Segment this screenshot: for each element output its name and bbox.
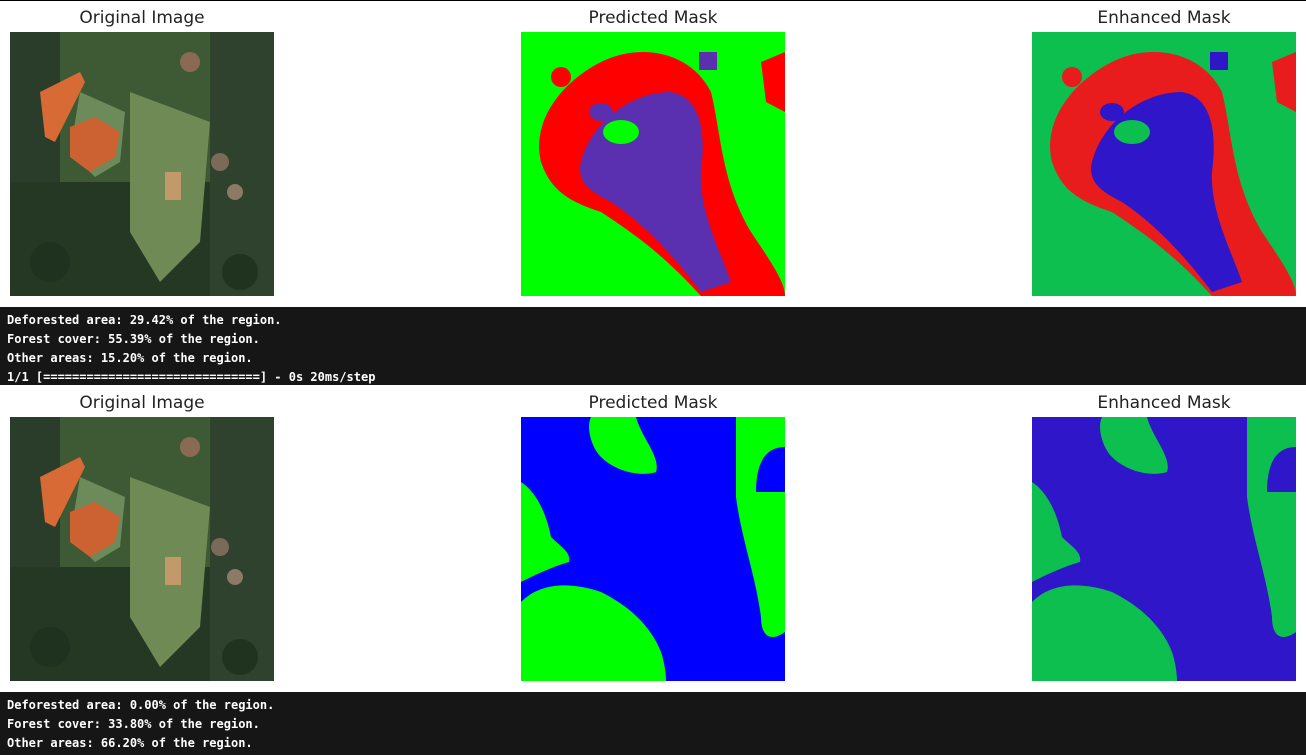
predicted-mask-title: Predicted Mask [588, 393, 718, 413]
predicted-mask-image [521, 32, 785, 296]
original-image-title: Original Image [79, 393, 205, 413]
progress-line: 1/1 [==============================] - 0… [7, 370, 376, 384]
predicted-mask-image [521, 417, 785, 681]
enhanced-mask-title: Enhanced Mask [1097, 393, 1231, 413]
enhanced-mask-title: Enhanced Mask [1097, 8, 1231, 28]
predicted-mask-title: Predicted Mask [588, 8, 718, 28]
enhanced-mask-image [1032, 32, 1296, 296]
satellite-image [10, 417, 274, 681]
forest-cover-line: Forest cover: 33.80% of the region. [7, 717, 260, 731]
satellite-image [10, 32, 274, 296]
output-console: Deforested area: 0.00% of the region. Fo… [0, 692, 1306, 755]
deforested-area-line: Deforested area: 0.00% of the region. [7, 698, 275, 712]
top-border [0, 0, 1306, 1]
other-areas-line: Other areas: 15.20% of the region. [7, 351, 253, 365]
output-console: Deforested area: 29.42% of the region. F… [0, 307, 1306, 385]
deforested-area-line: Deforested area: 29.42% of the region. [7, 313, 282, 327]
other-areas-line: Other areas: 66.20% of the region. [7, 736, 253, 750]
forest-cover-line: Forest cover: 55.39% of the region. [7, 332, 260, 346]
original-image-title: Original Image [79, 8, 205, 28]
enhanced-mask-image [1032, 417, 1296, 681]
